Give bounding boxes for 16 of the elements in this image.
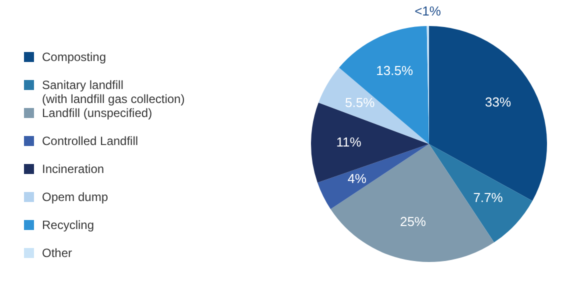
data-label: 7.7% [473, 190, 504, 205]
legend-label: Controlled Landfill [42, 134, 138, 148]
legend-label: Landfill (unspecified) [42, 106, 152, 120]
data-label: 4% [348, 171, 367, 186]
data-label: 25% [400, 214, 426, 230]
legend-label: Other [42, 246, 72, 260]
data-label: 13.5% [376, 63, 414, 78]
data-label: <1% [414, 4, 442, 19]
data-label: 11% [336, 134, 362, 150]
legend-label: Composting [42, 50, 106, 64]
data-label: 5.5% [344, 94, 376, 110]
legend-label: Opem dump [42, 190, 108, 204]
data-label: 33% [485, 94, 512, 110]
legend-label: Sanitary landfill (with landfill gas collection) [42, 78, 185, 106]
legend-label: Incineration [42, 162, 104, 176]
legend-label: Recycling [42, 218, 94, 232]
